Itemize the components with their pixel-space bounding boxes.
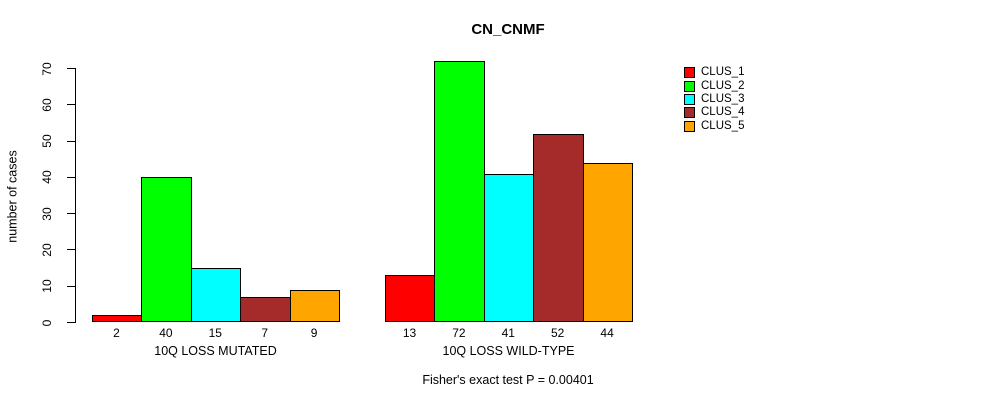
legend-label: CLUS_3 — [701, 92, 745, 105]
y-tick-mark — [67, 322, 75, 323]
legend: CLUS_1 CLUS_2 CLUS_3 CLUS_4 CLUS_5 — [684, 66, 744, 133]
bar-value-label: 9 — [310, 326, 318, 340]
bar-value-label: 15 — [208, 326, 222, 340]
bar-value-label: 40 — [159, 326, 173, 340]
legend-label: CLUS_1 — [701, 66, 745, 79]
legend-item-clus_3: CLUS_3 — [684, 93, 744, 106]
y-tick-mark — [67, 249, 75, 251]
y-tick-label: 20 — [40, 243, 54, 257]
y-tick-label: 0 — [40, 319, 54, 326]
bar-value-label: 13 — [402, 326, 417, 340]
bar-clus_2-group1 — [141, 177, 192, 323]
y-tick-mark — [67, 104, 75, 106]
chart-title: CN_CNMF — [471, 21, 545, 38]
bar-value-label: 44 — [600, 326, 614, 340]
y-tick-mark — [67, 176, 75, 178]
bar-clus_5-group2 — [582, 162, 633, 323]
group-label: 10Q LOSS MUTATED — [154, 344, 277, 358]
legend-label: CLUS_2 — [701, 79, 745, 92]
legend-label: CLUS_5 — [701, 119, 745, 132]
y-tick-label: 40 — [40, 170, 54, 185]
y-tick-mark — [67, 140, 75, 142]
annotation-text: Fisher's exact test P = 0.00401 — [422, 373, 594, 387]
y-tick-label: 30 — [40, 206, 54, 221]
bar-clus_3-group1 — [190, 268, 242, 323]
bar-value-label: 2 — [113, 326, 120, 340]
legend-item-clus_1: CLUS_1 — [684, 66, 744, 79]
y-tick-mark — [67, 68, 75, 69]
legend-swatch — [684, 80, 695, 92]
y-tick-label: 10 — [40, 279, 54, 293]
bar-clus_4-group2 — [533, 133, 584, 323]
y-axis-label: number of cases — [5, 150, 20, 243]
legend-swatch — [684, 120, 695, 132]
bar-clus_3-group2 — [483, 173, 535, 323]
y-tick-mark — [67, 213, 75, 215]
legend-label: CLUS_4 — [701, 106, 745, 119]
bar-value-label: 7 — [261, 326, 269, 340]
y-tick-label: 50 — [40, 134, 54, 148]
bar-clus_1-group1 — [92, 315, 143, 323]
y-axis-line — [75, 68, 76, 323]
legend-item-clus_4: CLUS_4 — [684, 106, 744, 119]
bar-clus_4-group1 — [240, 297, 291, 323]
y-tick-mark — [67, 285, 75, 287]
legend-item-clus_5: CLUS_5 — [684, 120, 744, 133]
bar-clus_2-group2 — [434, 61, 485, 323]
legend-swatch — [684, 67, 695, 79]
y-tick-label: 70 — [40, 61, 54, 76]
y-tick-label: 60 — [40, 98, 54, 112]
bar-value-label: 41 — [501, 326, 515, 340]
bar-clus_1-group2 — [385, 275, 436, 323]
group-label: 10Q LOSS WILD-TYPE — [442, 344, 575, 358]
legend-swatch — [684, 93, 695, 105]
bar-value-label: 52 — [551, 326, 565, 340]
legend-item-clus_2: CLUS_2 — [684, 79, 744, 92]
bar-clus_5-group1 — [289, 289, 340, 323]
bar-value-label: 72 — [452, 326, 466, 340]
legend-swatch — [684, 107, 695, 119]
